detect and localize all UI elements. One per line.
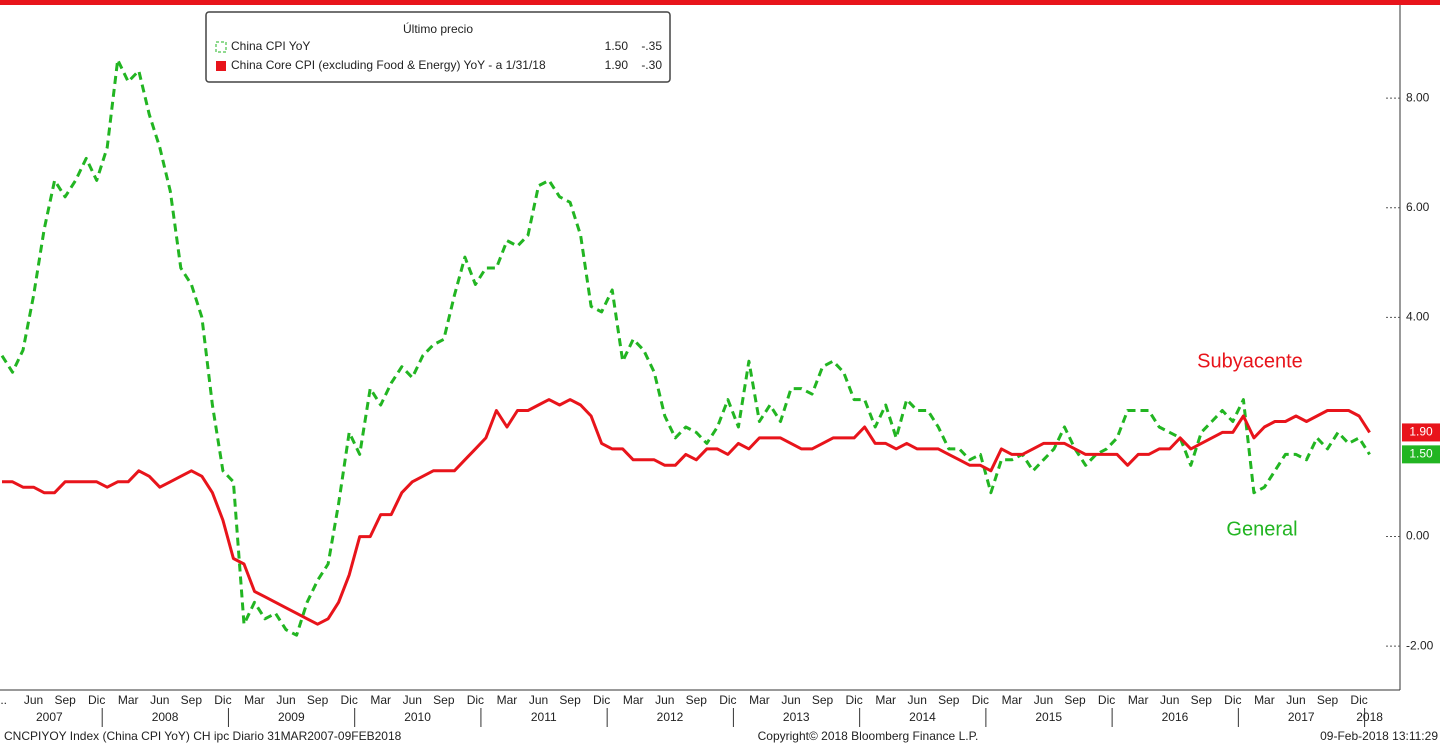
x-tick-label: Sep [181,693,203,707]
x-tick-label: Dic [845,693,862,707]
annotation: Subyacente [1197,350,1303,372]
y-tick-label: 8.00 [1406,90,1430,104]
year-label: 2012 [657,710,684,724]
x-tick-label: Dic [719,693,736,707]
x-tick-label: Mar [244,693,265,707]
x-tick-label: Jun [781,693,800,707]
year-label: 2017 [1288,710,1315,724]
legend-swatch [216,61,226,71]
footer-left: CNCPIYOY Index (China CPI YoY) CH ipc Di… [4,729,402,743]
x-tick-label: Dic [340,693,357,707]
x-tick-label: Sep [1064,693,1086,707]
x-tick-label: Sep [938,693,960,707]
legend-change: -.30 [641,58,662,72]
y-tick-label: 4.00 [1406,310,1430,324]
x-tick-label: Dic [214,693,231,707]
x-tick-label: ... [0,693,7,707]
x-tick-label: Sep [686,693,708,707]
x-tick-label: Dic [1098,693,1115,707]
legend-last: 1.90 [605,58,629,72]
legend-label: China CPI YoY [231,39,310,53]
x-tick-label: Mar [875,693,896,707]
end-label-box [1402,445,1440,464]
series-line [0,58,1371,637]
year-label: 2009 [278,710,305,724]
x-tick-label: Sep [559,693,581,707]
legend-change: -.35 [641,39,662,53]
year-label: 2010 [404,710,431,724]
x-tick-label: Jun [655,693,674,707]
y-tick-label: 6.00 [1406,200,1430,214]
x-tick-label: Jun [276,693,295,707]
legend-label: China Core CPI (excluding Food & Energy)… [231,58,546,72]
x-tick-label: Dic [88,693,105,707]
legend-title: Último precio [403,21,473,36]
series-line [2,398,1371,626]
x-tick-label: Jun [908,693,927,707]
y-tick-label: 0.00 [1406,529,1430,543]
x-tick-label: Mar [1002,693,1023,707]
x-tick-label: Sep [54,693,76,707]
footer-right: 09-Feb-2018 13:11:29 [1320,729,1438,743]
year-label: 2016 [1162,710,1189,724]
x-tick-label: Dic [467,693,484,707]
y-tick-label: -2.00 [1406,638,1434,652]
x-tick-label: Dic [1350,693,1367,707]
x-tick-label: Mar [623,693,644,707]
year-label: 2014 [909,710,936,724]
year-label: 2008 [152,710,179,724]
x-tick-label: Sep [1191,693,1213,707]
end-label: 1.50 [1409,447,1433,461]
legend-last: 1.50 [605,39,629,53]
x-tick-label: Jun [1034,693,1053,707]
x-tick-label: Jun [1286,693,1305,707]
x-tick-label: Mar [118,693,139,707]
end-label: 1.90 [1409,425,1433,439]
x-tick-label: Jun [403,693,422,707]
legend-box [205,11,671,83]
x-tick-label: Dic [972,693,989,707]
year-label: 2015 [1035,710,1062,724]
end-label-box [1402,423,1440,442]
x-tick-label: Jun [150,693,169,707]
x-tick-label: Jun [24,693,43,707]
x-tick-label: Sep [812,693,834,707]
year-label: 2011 [531,710,557,724]
x-tick-label: Mar [1254,693,1275,707]
x-tick-label: Sep [433,693,455,707]
x-tick-label: Mar [370,693,391,707]
x-tick-label: Jun [529,693,548,707]
top-bar [0,0,1440,5]
legend-swatch [215,41,227,53]
x-tick-label: Sep [307,693,329,707]
x-tick-label: Mar [749,693,770,707]
x-tick-label: Jun [1160,693,1179,707]
x-tick-label: Dic [593,693,610,707]
x-tick-label: Dic [1224,693,1241,707]
footer-center: Copyright© 2018 Bloomberg Finance L.P. [758,729,979,743]
year-label: 2018 [1356,710,1383,724]
x-tick-label: Mar [497,693,518,707]
x-tick-label: Mar [1128,693,1149,707]
annotation: General [1226,518,1297,540]
year-label: 2013 [783,710,810,724]
year-label: 2007 [36,710,63,724]
x-tick-label: Sep [1317,693,1339,707]
